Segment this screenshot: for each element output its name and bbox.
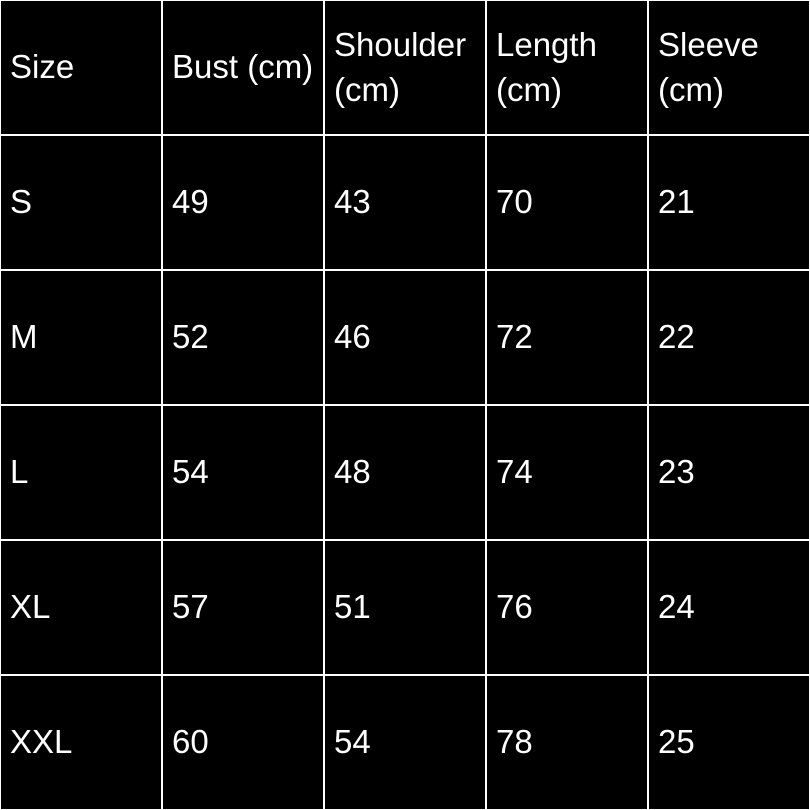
header-cell-shoulder: Shoulder (cm) [324,0,486,135]
shoulder-cell: 48 [324,405,486,540]
length-cell: 78 [486,675,648,810]
sleeve-cell: 25 [648,675,810,810]
length-cell: 72 [486,270,648,405]
bust-cell: 54 [162,405,324,540]
length-cell: 70 [486,135,648,270]
table-header: Size Bust (cm) Shoulder (cm) Length (cm) Sle… [0,0,810,135]
table-row: L 54 48 74 23 [0,405,810,540]
shoulder-cell: 54 [324,675,486,810]
size-cell: S [0,135,162,270]
header-cell-length: Length (cm) [486,0,648,135]
length-cell: 74 [486,405,648,540]
bust-cell: 49 [162,135,324,270]
header-row: Size Bust (cm) Shoulder (cm) Length (cm) Sle… [0,0,810,135]
shoulder-cell: 46 [324,270,486,405]
size-cell: XXL [0,675,162,810]
sleeve-cell: 21 [648,135,810,270]
size-cell: L [0,405,162,540]
shoulder-cell: 51 [324,540,486,675]
table-row: M 52 46 72 22 [0,270,810,405]
header-cell-size: Size [0,0,162,135]
shoulder-cell: 43 [324,135,486,270]
bust-cell: 57 [162,540,324,675]
length-cell: 76 [486,540,648,675]
table-row: S 49 43 70 21 [0,135,810,270]
sleeve-cell: 22 [648,270,810,405]
bust-cell: 60 [162,675,324,810]
header-cell-bust: Bust (cm) [162,0,324,135]
sleeve-cell: 24 [648,540,810,675]
size-cell: M [0,270,162,405]
table-row: XXL 60 54 78 25 [0,675,810,810]
table-row: XL 57 51 76 24 [0,540,810,675]
bust-cell: 52 [162,270,324,405]
size-cell: XL [0,540,162,675]
sleeve-cell: 23 [648,405,810,540]
table-body: S 49 43 70 21 M 52 46 72 22 L 54 48 74 23 XL 57 51 76 24 XXL… [0,135,810,810]
header-cell-sleeve: Sleeve (cm) [648,0,810,135]
